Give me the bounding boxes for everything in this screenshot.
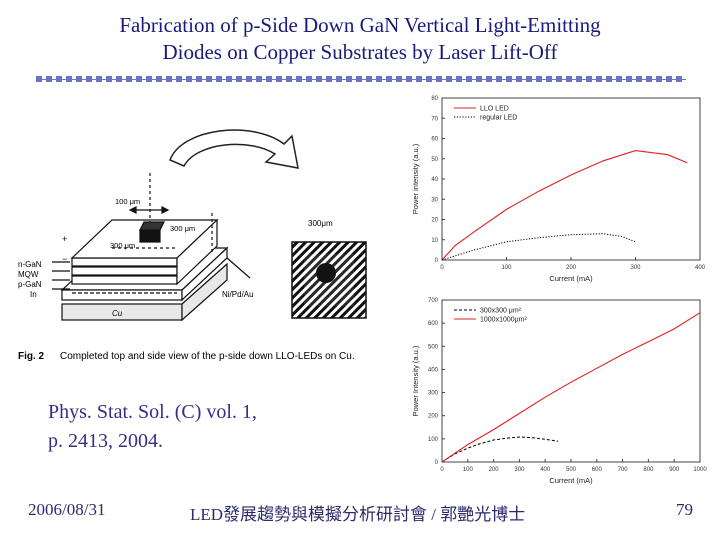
curved-arrow-icon bbox=[169, 129, 299, 169]
series-line-0 bbox=[441, 150, 688, 261]
chart-llo-vs-regular: 0 100 200 300 400 0 10 20 30 40 50 60 70 80 Current (m… bbox=[411, 96, 706, 283]
legend-label-1: 1000x1000μm² bbox=[480, 317, 528, 324]
y-tick-label: 300 bbox=[428, 391, 439, 397]
y-tick-label: 50 bbox=[431, 157, 438, 163]
y-tick-label: 0 bbox=[435, 460, 439, 466]
legend-label-0: 300x300 μm² bbox=[480, 308, 522, 315]
y-tick-label: 80 bbox=[431, 96, 438, 102]
x-tick-label: 1000 bbox=[693, 467, 707, 473]
legend-label-1: regular LED bbox=[480, 115, 517, 122]
y-axis-label: Power intensity (a.u.) bbox=[411, 143, 420, 214]
y-tick-label: 600 bbox=[428, 321, 439, 327]
label-minus: − bbox=[62, 254, 67, 264]
top-view-contact bbox=[316, 263, 336, 283]
label-layer-ngan: n-GaN bbox=[18, 260, 42, 269]
y-tick-label: 70 bbox=[431, 116, 438, 122]
x-tick-label: 400 bbox=[540, 467, 551, 473]
citation-line-2: p. 2413, 2004. bbox=[48, 430, 163, 452]
y-tick-label: 10 bbox=[431, 238, 438, 244]
plot-frame bbox=[441, 97, 701, 261]
citation-line-1: Phys. Stat. Sol. (C) vol. 1, bbox=[48, 401, 257, 423]
citation: Phys. Stat. Sol. (C) vol. 1, p. 2413, 20… bbox=[48, 398, 257, 456]
x-tick-label: 0 bbox=[440, 467, 444, 473]
y-axis-label: Power Intensity (a.u.) bbox=[411, 345, 420, 416]
chart-chip-size: 0 100 200 300 400 500 600 700 800 900 1000 0 100 200 3… bbox=[411, 298, 707, 485]
figure-caption-label: Fig. 2 bbox=[18, 351, 45, 362]
title-line-1: Fabrication of p-Side Down GaN Vertical … bbox=[119, 13, 601, 37]
footer-page-number: 79 bbox=[676, 500, 693, 519]
y-tick-label: 700 bbox=[428, 298, 439, 304]
y-tick-label: 40 bbox=[431, 177, 438, 183]
x-tick-label: 200 bbox=[489, 467, 500, 473]
y-tick-label: 400 bbox=[428, 367, 439, 373]
series-line-1 bbox=[441, 312, 701, 463]
x-tick-label: 600 bbox=[592, 467, 603, 473]
x-tick-label: 100 bbox=[463, 467, 474, 473]
label-layer-in: In bbox=[30, 290, 37, 299]
label-layer-pgan: p-GaN bbox=[18, 280, 42, 289]
label-metal: Ni/Pd/Au bbox=[222, 290, 254, 299]
label-dim-300-side: 300 μm bbox=[110, 241, 135, 250]
label-top-view-size: 300μm bbox=[308, 219, 333, 228]
series-line-0 bbox=[441, 436, 559, 463]
series-line-1 bbox=[441, 233, 636, 261]
y-tick-label: 0 bbox=[435, 258, 439, 264]
x-axis-label: Current (mA) bbox=[549, 476, 593, 485]
x-tick-label: 800 bbox=[643, 467, 654, 473]
x-tick-label: 300 bbox=[630, 265, 641, 271]
x-axis-label: Current (mA) bbox=[549, 274, 593, 283]
device-schematic: 100 μm 300 μm 300 μm + − n-GaN MQW p-GaN… bbox=[18, 129, 367, 362]
title-line-2: Diodes on Copper Substrates by Laser Lif… bbox=[162, 40, 558, 64]
device-stack bbox=[52, 173, 251, 322]
y-tick-label: 500 bbox=[428, 344, 439, 350]
x-tick-label: 300 bbox=[514, 467, 525, 473]
label-substrate: Cu bbox=[112, 309, 123, 318]
label-dim-100: 100 μm bbox=[115, 197, 140, 206]
figure-caption-text: Completed top and side view of the p-sid… bbox=[60, 351, 355, 362]
legend-label-0: LLO LED bbox=[480, 106, 509, 113]
x-tick-label: 400 bbox=[695, 265, 706, 271]
x-tick-label: 700 bbox=[618, 467, 629, 473]
y-tick-label: 200 bbox=[428, 414, 439, 420]
x-tick-label: 500 bbox=[566, 467, 577, 473]
x-tick-label: 0 bbox=[440, 265, 444, 271]
label-plus: + bbox=[62, 234, 67, 244]
y-tick-label: 30 bbox=[431, 197, 438, 203]
y-tick-label: 100 bbox=[428, 437, 439, 443]
label-layer-mqw: MQW bbox=[18, 270, 39, 279]
x-tick-label: 900 bbox=[669, 467, 680, 473]
footer-title: LED發展趨勢與模擬分析研討會 / 郭艷光博士 bbox=[190, 505, 526, 524]
y-tick-label: 60 bbox=[431, 137, 438, 143]
slide-title: Fabrication of p-Side Down GaN Vertical … bbox=[0, 12, 720, 66]
title-divider-line bbox=[36, 79, 686, 80]
x-tick-label: 100 bbox=[501, 265, 512, 271]
footer-date: 2006/08/31 bbox=[28, 500, 106, 519]
label-dim-300-top: 300 μm bbox=[170, 224, 195, 233]
y-tick-label: 20 bbox=[431, 218, 438, 224]
x-tick-label: 200 bbox=[566, 265, 577, 271]
